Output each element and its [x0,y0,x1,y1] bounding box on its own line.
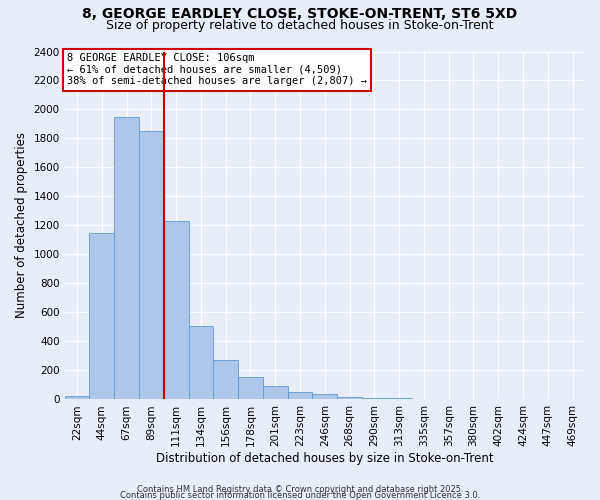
Text: 8 GEORGE EARDLEY CLOSE: 106sqm
← 61% of detached houses are smaller (4,509)
38% : 8 GEORGE EARDLEY CLOSE: 106sqm ← 61% of … [67,53,367,86]
X-axis label: Distribution of detached houses by size in Stoke-on-Trent: Distribution of detached houses by size … [156,452,494,465]
Bar [89,232,114,400]
Bar [164,221,188,400]
Text: 8, GEORGE EARDLEY CLOSE, STOKE-ON-TRENT, ST6 5XD: 8, GEORGE EARDLEY CLOSE, STOKE-ON-TRENT,… [82,8,518,22]
Text: Contains HM Land Registry data © Crown copyright and database right 2025.: Contains HM Land Registry data © Crown c… [137,485,463,494]
Text: Contains public sector information licensed under the Open Government Licence 3.: Contains public sector information licen… [120,491,480,500]
Bar [263,386,287,400]
Bar [287,392,313,400]
Bar [65,396,89,400]
Bar [114,116,139,400]
Bar [313,394,337,400]
Bar [337,397,362,400]
Bar [412,398,436,400]
Text: Size of property relative to detached houses in Stoke-on-Trent: Size of property relative to detached ho… [106,19,494,32]
Bar [188,326,214,400]
Bar [214,360,238,400]
Bar [238,377,263,400]
Bar [362,398,387,400]
Y-axis label: Number of detached properties: Number of detached properties [15,132,28,318]
Bar [139,131,164,400]
Bar [387,398,412,400]
